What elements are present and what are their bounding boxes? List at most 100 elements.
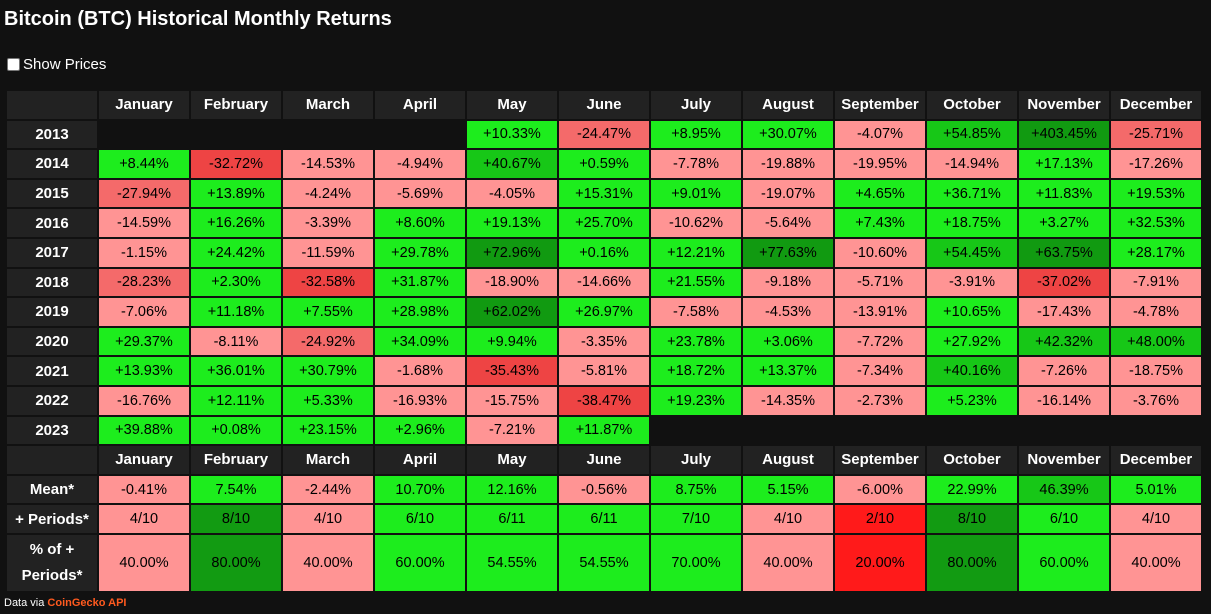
return-cell: -7.91% <box>1111 268 1201 297</box>
return-cell: -4.05% <box>467 179 557 208</box>
year-label: 2018 <box>7 268 97 297</box>
month-header-august: August <box>743 91 833 119</box>
stats-label: Mean* <box>7 475 97 504</box>
month-header-september: September <box>835 446 925 474</box>
year-row-2018: 2018 -28.23% +2.30% -32.58% +31.87% -18.90% -1… <box>7 268 1201 297</box>
year-row-2023: 2023 +39.88% +0.08% +23.15% +2.96% -7.21% +11.… <box>7 416 1201 445</box>
show-prices-checkbox[interactable] <box>7 58 20 71</box>
empty-cell <box>835 416 925 445</box>
return-cell: -9.18% <box>743 268 833 297</box>
year-label: 2016 <box>7 209 97 237</box>
empty-cell <box>99 120 189 149</box>
stats-cell: 40.00% <box>743 534 833 591</box>
return-cell: -17.43% <box>1019 298 1109 326</box>
return-cell: +26.97% <box>559 298 649 326</box>
month-header-february: February <box>191 91 281 119</box>
return-cell: +27.92% <box>927 327 1017 356</box>
return-cell: +2.30% <box>191 268 281 297</box>
stats-cell: 80.00% <box>191 534 281 591</box>
return-cell: -8.11% <box>191 327 281 356</box>
return-cell: +11.87% <box>559 416 649 445</box>
month-header-october: October <box>927 446 1017 474</box>
year-row-2019: 2019 -7.06% +11.18% +7.55% +28.98% +62.02% +26… <box>7 298 1201 326</box>
empty-cell <box>927 416 1017 445</box>
return-cell: -14.53% <box>283 150 373 178</box>
return-cell: +16.26% <box>191 209 281 237</box>
year-row-2021: 2021 +13.93% +36.01% +30.79% -1.68% -35.43% -5… <box>7 357 1201 385</box>
empty-cell <box>375 120 465 149</box>
return-cell: +7.43% <box>835 209 925 237</box>
return-cell: -11.59% <box>283 238 373 267</box>
return-cell: +54.45% <box>927 238 1017 267</box>
return-cell: +25.70% <box>559 209 649 237</box>
month-header-april: April <box>375 446 465 474</box>
return-cell: +13.93% <box>99 357 189 385</box>
return-cell: -7.26% <box>1019 357 1109 385</box>
return-cell: +40.16% <box>927 357 1017 385</box>
stats-cell: 7/10 <box>651 505 741 533</box>
return-cell: -38.47% <box>559 386 649 415</box>
return-cell: -14.94% <box>927 150 1017 178</box>
stats-cell: 20.00% <box>835 534 925 591</box>
stats-cell: 22.99% <box>927 475 1017 504</box>
return-cell: +30.79% <box>283 357 373 385</box>
return-cell: +10.65% <box>927 298 1017 326</box>
empty-cell <box>1111 416 1201 445</box>
stats-cell: 4/10 <box>283 505 373 533</box>
return-cell: +48.00% <box>1111 327 1201 356</box>
year-row-2015: 2015 -27.94% +13.89% -4.24% -5.69% -4.05% +15.… <box>7 179 1201 208</box>
return-cell: +28.98% <box>375 298 465 326</box>
return-cell: -5.69% <box>375 179 465 208</box>
return-cell: -27.94% <box>99 179 189 208</box>
year-label: 2020 <box>7 327 97 356</box>
month-header-january: January <box>99 91 189 119</box>
return-cell: +34.09% <box>375 327 465 356</box>
year-label: 2021 <box>7 357 97 385</box>
footer-prefix: Data via <box>4 597 48 609</box>
return-cell: +11.83% <box>1019 179 1109 208</box>
stats-cell: -0.56% <box>559 475 649 504</box>
return-cell: -1.68% <box>375 357 465 385</box>
return-cell: -18.90% <box>467 268 557 297</box>
return-cell: -5.64% <box>743 209 833 237</box>
return-cell: +40.67% <box>467 150 557 178</box>
return-cell: +18.72% <box>651 357 741 385</box>
return-cell: +36.71% <box>927 179 1017 208</box>
stats-cell: 40.00% <box>99 534 189 591</box>
return-cell: +11.18% <box>191 298 281 326</box>
return-cell: +31.87% <box>375 268 465 297</box>
show-prices-toggle[interactable]: Show Prices <box>7 56 106 73</box>
return-cell: -4.78% <box>1111 298 1201 326</box>
return-cell: -28.23% <box>99 268 189 297</box>
return-cell: -14.66% <box>559 268 649 297</box>
return-cell: +0.16% <box>559 238 649 267</box>
stats-cell: 5.15% <box>743 475 833 504</box>
return-cell: +9.94% <box>467 327 557 356</box>
return-cell: -3.39% <box>283 209 373 237</box>
return-cell: +9.01% <box>651 179 741 208</box>
stats-cell: 54.55% <box>467 534 557 591</box>
return-cell: -4.53% <box>743 298 833 326</box>
stats-cell: 8.75% <box>651 475 741 504</box>
stats-cell: -6.00% <box>835 475 925 504</box>
header-corner-cell <box>7 91 97 119</box>
return-cell: +28.17% <box>1111 238 1201 267</box>
return-cell: +12.21% <box>651 238 741 267</box>
return-cell: -19.07% <box>743 179 833 208</box>
stats-row-mean: Mean* -0.41% 7.54% -2.44% 10.70% 12.16% -0.56%… <box>7 475 1201 504</box>
month-header-row: January February March April May June July Augu… <box>7 91 1201 119</box>
year-row-2020: 2020 +29.37% -8.11% -24.92% +34.09% +9.94% -3.… <box>7 327 1201 356</box>
return-cell: +3.06% <box>743 327 833 356</box>
show-prices-label: Show Prices <box>23 56 107 73</box>
coingecko-api-link[interactable]: CoinGecko API <box>47 597 127 609</box>
return-cell: -37.02% <box>1019 268 1109 297</box>
month-header-september: September <box>835 91 925 119</box>
month-header-march: March <box>283 91 373 119</box>
return-cell: -4.94% <box>375 150 465 178</box>
empty-cell <box>283 120 373 149</box>
return-cell: -4.24% <box>283 179 373 208</box>
return-cell: +0.59% <box>559 150 649 178</box>
stats-cell: 46.39% <box>1019 475 1109 504</box>
year-row-2016: 2016 -14.59% +16.26% -3.39% +8.60% +19.13% +25… <box>7 209 1201 237</box>
month-header-january: January <box>99 446 189 474</box>
